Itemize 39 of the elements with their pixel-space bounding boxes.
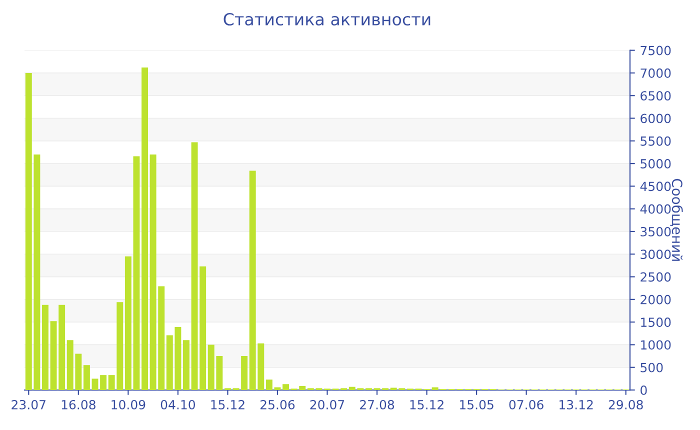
x-tick-label: 07.06 xyxy=(509,400,544,410)
bar xyxy=(282,384,290,390)
bar xyxy=(83,365,90,390)
bar xyxy=(142,68,148,390)
x-tick-label: 15.12 xyxy=(410,400,444,410)
x-tick-label: 20.07 xyxy=(310,400,344,410)
y-tick-label: 1000 xyxy=(641,340,671,350)
x-tick-label: 25.06 xyxy=(260,400,295,410)
bar xyxy=(92,378,98,390)
y-tick-label: 2000 xyxy=(640,294,671,304)
y-tick-label: 6500 xyxy=(640,91,671,101)
y-tick-label: 1500 xyxy=(641,318,671,327)
x-tick-label: 15.12 xyxy=(211,400,244,410)
y-tick-label: 5000 xyxy=(640,159,671,168)
y-tick-label: 5500 xyxy=(640,136,671,146)
x-tick-label: 15.05 xyxy=(460,400,494,410)
y-axis-title: Сообщений xyxy=(670,178,683,261)
x-tick-label: 04.10 xyxy=(160,400,196,410)
bar xyxy=(42,304,48,390)
chart-title: Статистика активности xyxy=(224,12,430,26)
x-tick-label: 27.08 xyxy=(360,400,394,410)
y-tick-label: 4000 xyxy=(640,204,671,214)
y-tick-label: 0 xyxy=(640,385,647,395)
x-tick-label: 23.07 xyxy=(12,400,46,410)
bar xyxy=(183,340,190,390)
y-tick-label: 500 xyxy=(640,362,663,372)
y-tick-label: 4500 xyxy=(640,182,671,192)
y-tick-label: 7500 xyxy=(640,46,671,56)
x-tick-label: 29.08 xyxy=(608,400,643,410)
bar xyxy=(241,356,248,390)
x-tick-label: 13.12 xyxy=(560,400,593,410)
y-tick-label: 3000 xyxy=(640,250,671,260)
y-tick-label: 2500 xyxy=(640,272,671,282)
bar xyxy=(100,375,107,390)
x-tick-label: 16.08 xyxy=(62,400,96,410)
y-tick-label: 3500 xyxy=(640,226,671,236)
x-tick-label: 10.09 xyxy=(112,400,146,410)
y-tick-label: 6000 xyxy=(640,114,671,124)
y-tick-label: 7000 xyxy=(640,68,671,78)
